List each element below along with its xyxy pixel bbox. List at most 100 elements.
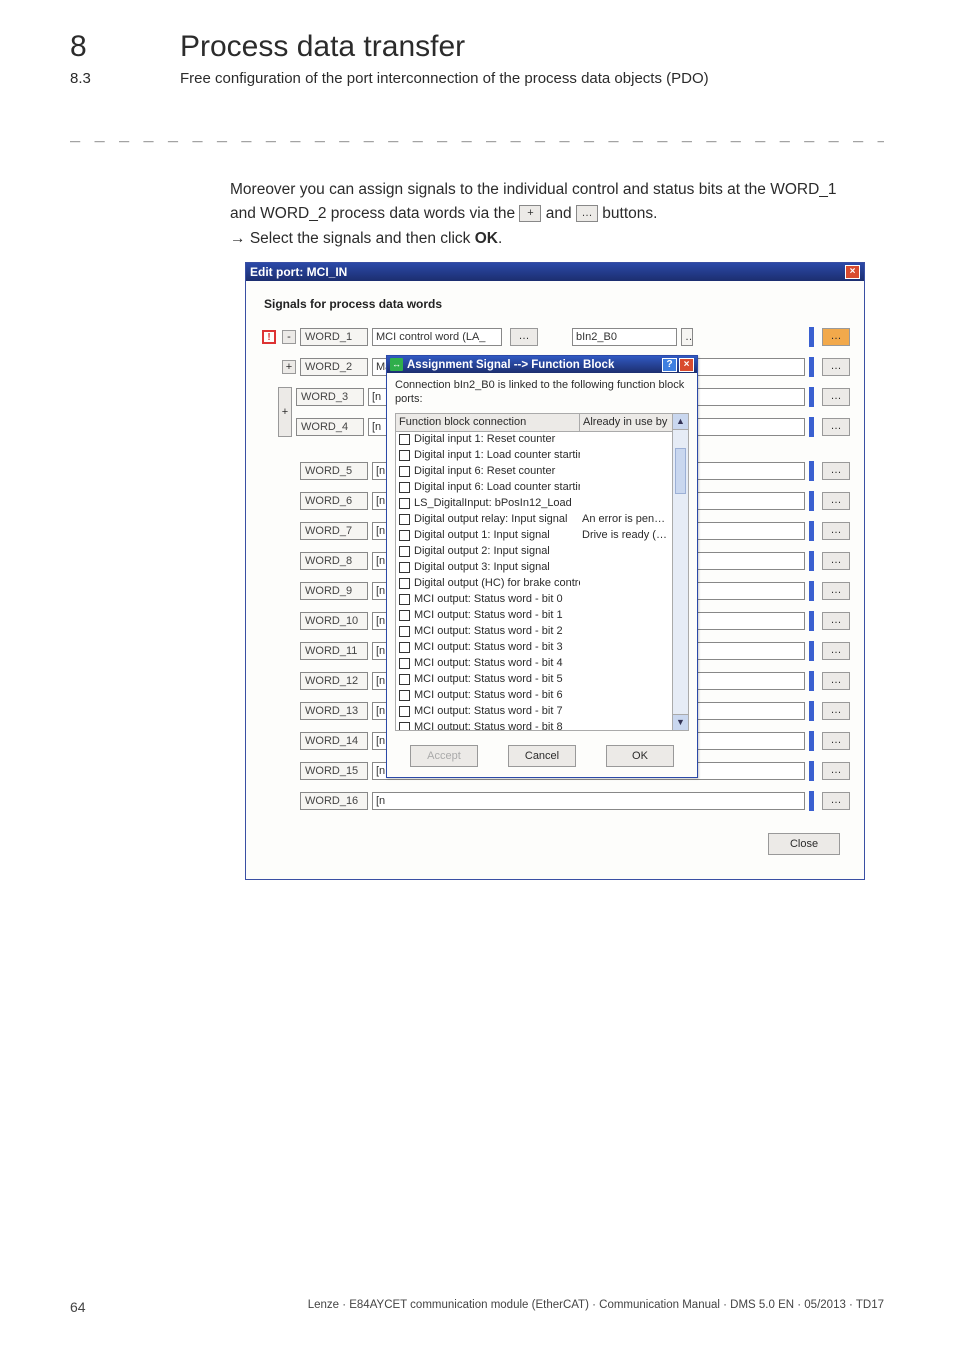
right-stripe bbox=[809, 641, 814, 661]
list-item[interactable]: Digital output (HC) for brake control:… bbox=[396, 576, 672, 592]
checkbox[interactable] bbox=[399, 530, 410, 541]
row-ellipsis-button[interactable]: … bbox=[822, 462, 850, 480]
row-ellipsis-button[interactable]: … bbox=[822, 328, 850, 346]
list-text: Digital input 1: Load counter startin… bbox=[414, 448, 580, 464]
list-header-col2[interactable]: Already in use by bbox=[580, 414, 672, 431]
word-label: WORD_6 bbox=[300, 492, 368, 510]
list-item[interactable]: MCI output: Status word - bit 7 bbox=[396, 704, 672, 720]
row-ellipsis-button[interactable]: … bbox=[822, 418, 850, 436]
list-item[interactable]: Digital output 1: Input signalDrive is r… bbox=[396, 528, 672, 544]
right-stripe bbox=[809, 551, 814, 571]
list-item[interactable]: MCI output: Status word - bit 3 bbox=[396, 640, 672, 656]
checkbox[interactable] bbox=[399, 450, 410, 461]
list-col2-value bbox=[580, 480, 672, 496]
row-ellipsis-button[interactable]: … bbox=[822, 672, 850, 690]
list-item[interactable]: MCI output: Status word - bit 0 bbox=[396, 592, 672, 608]
checkbox[interactable] bbox=[399, 466, 410, 477]
list-item[interactable]: Digital input 1: Reset counter bbox=[396, 432, 672, 448]
checkbox[interactable] bbox=[399, 674, 410, 685]
list-item[interactable]: Digital output 2: Input signal bbox=[396, 544, 672, 560]
list-item[interactable]: MCI output: Status word - bit 2 bbox=[396, 624, 672, 640]
accept-button[interactable]: Accept bbox=[410, 745, 478, 767]
list-col2-value bbox=[580, 640, 672, 656]
window-close-button[interactable]: Close bbox=[768, 833, 840, 855]
list-item[interactable]: Digital output relay: Input signalAn err… bbox=[396, 512, 672, 528]
plus-button[interactable]: + bbox=[282, 360, 296, 374]
checkbox[interactable] bbox=[399, 658, 410, 669]
popup-close-icon[interactable]: × bbox=[679, 358, 694, 372]
minus-button[interactable]: - bbox=[282, 330, 296, 344]
list-text: Digital output 3: Input signal bbox=[414, 560, 580, 576]
list-item[interactable]: Digital input 1: Load counter startin… bbox=[396, 448, 672, 464]
row-ellipsis-button[interactable]: … bbox=[822, 388, 850, 406]
checkbox[interactable] bbox=[399, 482, 410, 493]
checkbox[interactable] bbox=[399, 610, 410, 621]
close-icon[interactable]: × bbox=[845, 265, 860, 279]
subsection-title: Free configuration of the port interconn… bbox=[180, 70, 709, 87]
list-col2-value bbox=[580, 544, 672, 560]
ellipsis-button[interactable]: … bbox=[510, 328, 538, 346]
word-label: WORD_13 bbox=[300, 702, 368, 720]
checkbox[interactable] bbox=[399, 642, 410, 653]
list-col2-value bbox=[580, 672, 672, 688]
row-ellipsis-button[interactable]: … bbox=[822, 492, 850, 510]
checkbox[interactable] bbox=[399, 706, 410, 717]
list-col2-value bbox=[580, 496, 672, 512]
list-item[interactable]: MCI output: Status word - bit 6 bbox=[396, 688, 672, 704]
row-ellipsis-button[interactable]: … bbox=[822, 792, 850, 810]
row-ellipsis-button[interactable]: … bbox=[822, 642, 850, 660]
signal-field[interactable]: [n bbox=[372, 792, 805, 810]
ok-button[interactable]: OK bbox=[606, 745, 674, 767]
list-item[interactable]: MCI output: Status word - bit 5 bbox=[396, 672, 672, 688]
scrollbar[interactable]: ▲ ▼ bbox=[672, 414, 688, 730]
word-label: WORD_1 bbox=[300, 328, 368, 346]
checkbox[interactable] bbox=[399, 722, 410, 730]
row-ellipsis-button[interactable]: … bbox=[822, 612, 850, 630]
list-item[interactable]: MCI output: Status word - bit 8 bbox=[396, 720, 672, 730]
help-icon[interactable]: ? bbox=[662, 358, 677, 372]
row-ellipsis-button[interactable]: … bbox=[822, 552, 850, 570]
list-header-col1[interactable]: Function block connection bbox=[396, 414, 580, 431]
list-col2-value bbox=[580, 560, 672, 576]
cancel-button[interactable]: Cancel bbox=[508, 745, 576, 767]
list-text: MCI output: Status word - bit 0 bbox=[414, 592, 580, 608]
checkbox[interactable] bbox=[399, 594, 410, 605]
list-text: Digital output (HC) for brake control:… bbox=[414, 576, 580, 592]
list-item[interactable]: LS_DigitalInput: bPosIn12_Load bbox=[396, 496, 672, 512]
signal-field[interactable]: MCI control word (LA_ bbox=[372, 328, 502, 346]
alert-icon: ! bbox=[262, 330, 276, 344]
list-item[interactable]: Digital input 6: Reset counter bbox=[396, 464, 672, 480]
popup-icon: ↔ bbox=[390, 358, 403, 371]
checkbox[interactable] bbox=[399, 498, 410, 509]
row-ellipsis-button[interactable]: … bbox=[822, 582, 850, 600]
row-ellipsis-button[interactable]: … bbox=[822, 762, 850, 780]
row-ellipsis-button[interactable]: … bbox=[822, 702, 850, 720]
checkbox[interactable] bbox=[399, 562, 410, 573]
checkbox[interactable] bbox=[399, 578, 410, 589]
row-ellipsis-button[interactable]: … bbox=[822, 522, 850, 540]
checkbox[interactable] bbox=[399, 434, 410, 445]
scroll-down-icon[interactable]: ▼ bbox=[673, 714, 688, 730]
list-item[interactable]: Digital input 6: Load counter startin… bbox=[396, 480, 672, 496]
scroll-up-icon[interactable]: ▲ bbox=[673, 414, 688, 430]
word-label: WORD_5 bbox=[300, 462, 368, 480]
assignment-popup: ↔ Assignment Signal --> Function Block ?… bbox=[386, 355, 698, 778]
word-label: WORD_9 bbox=[300, 582, 368, 600]
plus-button-tall[interactable]: + bbox=[278, 387, 292, 437]
checkbox[interactable] bbox=[399, 514, 410, 525]
signal-field-right[interactable]: bIn2_B0 bbox=[572, 328, 677, 346]
word-row-2: + WORD_2 Main speed setpoint (L … ↔ Assi… bbox=[260, 357, 850, 377]
checkbox[interactable] bbox=[399, 546, 410, 557]
word-label: WORD_4 bbox=[296, 418, 364, 436]
list-item[interactable]: MCI output: Status word - bit 4 bbox=[396, 656, 672, 672]
checkbox[interactable] bbox=[399, 690, 410, 701]
checkbox[interactable] bbox=[399, 626, 410, 637]
list-text: MCI output: Status word - bit 1 bbox=[414, 608, 580, 624]
row-ellipsis-button[interactable]: … bbox=[822, 358, 850, 376]
list-item[interactable]: Digital output 3: Input signal bbox=[396, 560, 672, 576]
word-label: WORD_8 bbox=[300, 552, 368, 570]
row-ellipsis-button[interactable]: … bbox=[822, 732, 850, 750]
list-col2-value bbox=[580, 576, 672, 592]
list-item[interactable]: MCI output: Status word - bit 1 bbox=[396, 608, 672, 624]
list-text: MCI output: Status word - bit 4 bbox=[414, 656, 580, 672]
